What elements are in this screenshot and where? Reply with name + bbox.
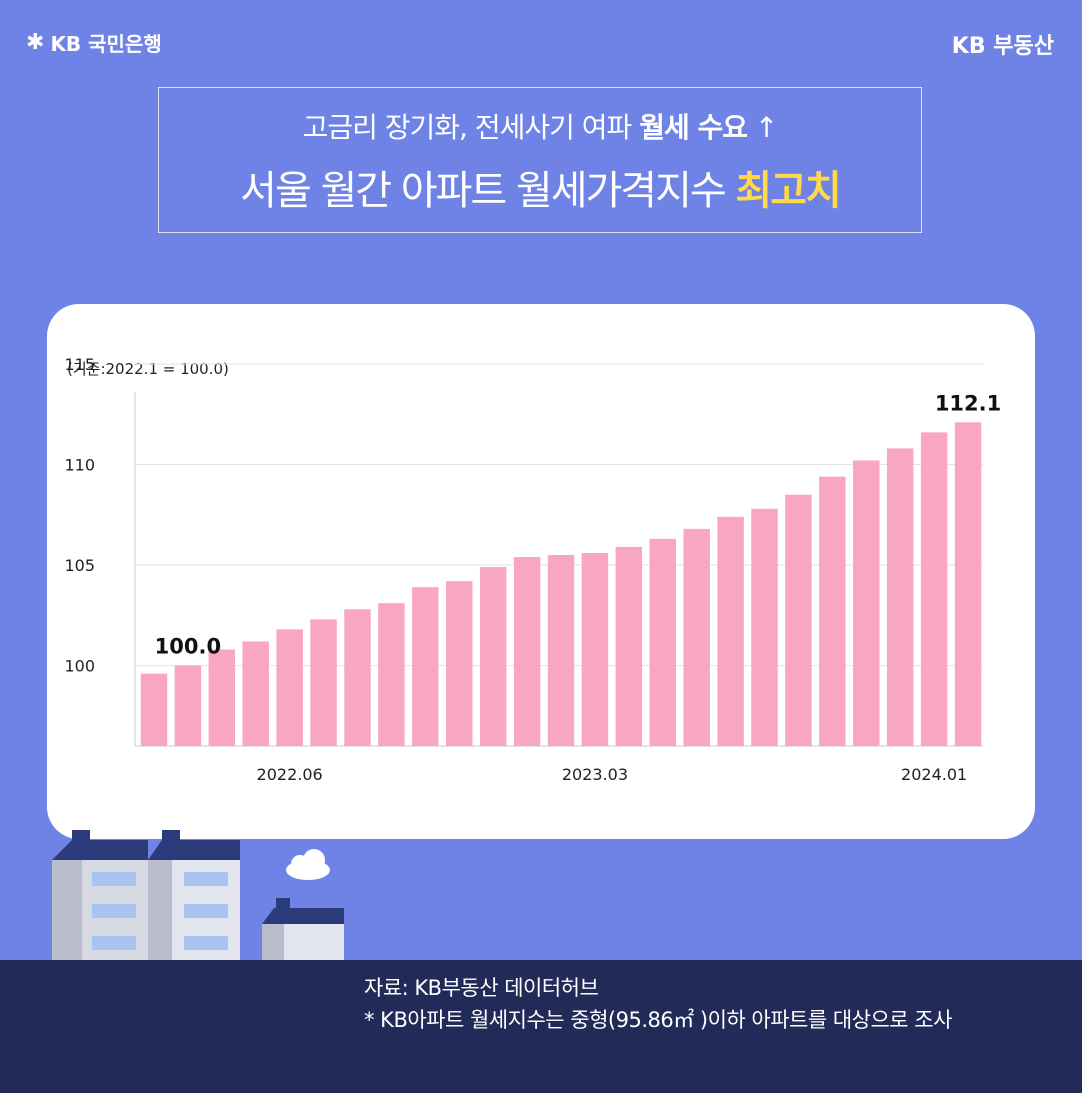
x-tick-label: 2022.06 bbox=[257, 765, 323, 784]
bar bbox=[751, 508, 778, 746]
y-tick-label: 115 bbox=[64, 355, 95, 374]
bar bbox=[208, 649, 236, 746]
headline-highlight: 최고치 bbox=[735, 168, 841, 214]
bar bbox=[819, 476, 846, 746]
headline-line1-bold: 월세 수요 bbox=[639, 111, 748, 144]
headline-line-1: 고금리 장기화, 전세사기 여파 월세 수요 ↑ bbox=[159, 106, 921, 146]
bar bbox=[378, 603, 405, 746]
window bbox=[184, 904, 228, 918]
up-arrow-icon: ↑ bbox=[754, 111, 778, 144]
data-label: 112.1 bbox=[935, 391, 1001, 415]
headline-line1-prefix: 고금리 장기화, 전세사기 여파 bbox=[302, 111, 640, 144]
window bbox=[92, 936, 136, 950]
y-tick-label: 100 bbox=[64, 657, 95, 676]
window bbox=[92, 872, 136, 886]
methodology-note: * KB아파트 월세지수는 중형(95.86㎡ )이하 아파트를 대상으로 조사 bbox=[364, 1008, 952, 1032]
footer-band bbox=[0, 960, 1082, 1093]
bar bbox=[242, 641, 269, 746]
kb-kookmin-bank-logo: ✱ KB 국민은행 bbox=[26, 28, 162, 57]
bar bbox=[683, 528, 710, 746]
kb-kookmin-bank-label: KB 국민은행 bbox=[50, 32, 162, 56]
bar bbox=[446, 581, 473, 746]
bar bbox=[479, 567, 507, 746]
x-tick-label: 2024.01 bbox=[901, 765, 967, 784]
chart-card: (기준:2022.1 = 100.0) 100 105 110 115 100.0 112.… bbox=[47, 304, 1035, 839]
bar-chart: (기준:2022.1 = 100.0)100105110115100.0112.… bbox=[64, 355, 1001, 784]
x-tick-label: 2023.03 bbox=[562, 765, 628, 784]
bar bbox=[615, 546, 643, 746]
source-label: 자료: KB부동산 데이터허브 bbox=[364, 976, 599, 1000]
bar bbox=[344, 609, 371, 746]
headline-line2-prefix: 서울 월간 아파트 월세가격지수 bbox=[240, 168, 736, 214]
bar bbox=[649, 538, 676, 746]
kb-star-icon: ✱ bbox=[26, 30, 45, 55]
bar bbox=[513, 557, 541, 746]
bar bbox=[954, 422, 982, 746]
bar bbox=[547, 555, 575, 746]
bar bbox=[717, 516, 744, 746]
bar bbox=[310, 619, 337, 746]
y-tick-label: 105 bbox=[64, 556, 95, 575]
bar bbox=[174, 665, 202, 746]
window bbox=[184, 872, 228, 886]
bar bbox=[581, 552, 609, 746]
kb-real-estate-logo: KB 부동산 bbox=[951, 34, 1054, 59]
bar bbox=[276, 629, 303, 746]
headline-line-2: 서울 월간 아파트 월세가격지수 최고치 bbox=[159, 158, 921, 216]
bar bbox=[140, 673, 168, 746]
bar bbox=[886, 448, 914, 746]
window bbox=[92, 904, 136, 918]
headline-box: 고금리 장기화, 전세사기 여파 월세 수요 ↑ 서울 월간 아파트 월세가격지… bbox=[158, 87, 922, 233]
bar bbox=[920, 432, 948, 746]
bar bbox=[412, 587, 439, 746]
source-note: 자료: KB부동산 데이터허브 * KB아파트 월세지수는 중형(95.86㎡ … bbox=[364, 972, 952, 1036]
data-label: 100.0 bbox=[155, 635, 221, 659]
y-tick-label: 110 bbox=[64, 456, 95, 475]
bar bbox=[785, 494, 812, 746]
bar bbox=[853, 460, 880, 746]
window bbox=[184, 936, 228, 950]
cloud-icon bbox=[286, 849, 330, 880]
